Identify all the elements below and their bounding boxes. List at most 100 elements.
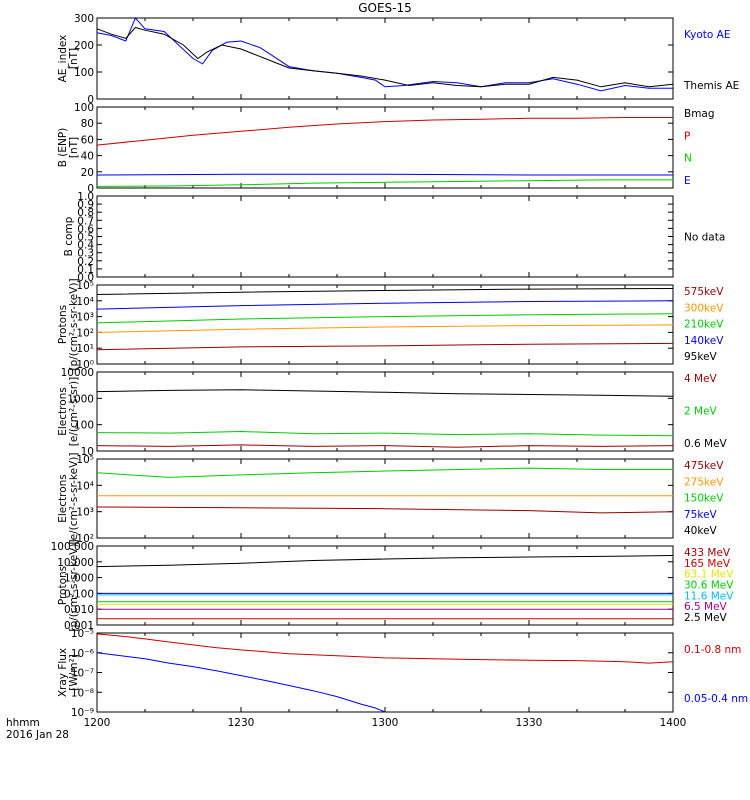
y-tick-label: 100.000 <box>51 541 94 553</box>
y-tick-label: 10⁴ <box>76 480 94 492</box>
y-tick-label: 10⁴ <box>76 296 94 308</box>
y-tick-label: 10³ <box>76 507 94 519</box>
y-tick-label: 0.100 <box>64 588 94 600</box>
y-tick-label: 1.000 <box>64 573 94 585</box>
series-line-p <box>96 117 673 146</box>
legend-entry: 4 MeV <box>684 373 718 385</box>
y-tick-label: 10⁻⁶ <box>71 648 94 660</box>
legend-entry: 2.5 MeV <box>684 612 728 624</box>
y-tick-label: 10² <box>76 533 94 545</box>
panel-2: 0 20 40 60 80 100 B (ENP) [nT] Bmag PNE <box>57 102 715 195</box>
legend-entry: 63.1 MeV <box>684 569 734 581</box>
y-tick-label: 0 <box>87 94 94 106</box>
y-tick-label: 0.1 <box>77 264 94 276</box>
y-tick-label: 10² <box>76 327 94 339</box>
panel-5: 10 100 1000 10000 Electrons [e/(cm²-s-sr)] 4 M… <box>57 367 728 458</box>
panel-frame <box>96 545 674 626</box>
figure-title: GOES-15 <box>358 1 412 15</box>
legend-entry: 6.5 MeV <box>684 601 728 613</box>
panel-frame <box>96 371 674 452</box>
series-line-themis-ae <box>96 26 674 88</box>
series-line-475kev <box>96 506 674 514</box>
x-tick-label: 1230 <box>228 717 255 729</box>
legend-entry: 165 MeV <box>684 558 731 570</box>
panel-3: 0.00.10.20.30.40.50.60.70.80.91.0 B comp N… <box>63 191 725 284</box>
legend-entry: 275keV <box>684 476 724 488</box>
y-axis-label: [e/(cm²-s-sr)] <box>68 377 80 446</box>
panel-frame <box>96 106 674 189</box>
y-tick-label: 0.010 <box>64 604 94 616</box>
legend-entry: 150keV <box>684 493 724 505</box>
y-axis-label: B (ENP) <box>57 128 69 168</box>
series-line-140kev <box>96 300 674 310</box>
y-tick-label: 0.4 <box>77 240 94 252</box>
y-tick-label: 80 <box>81 118 94 130</box>
y-tick-label: 40 <box>81 151 94 163</box>
legend-entry: 575keV <box>684 286 724 298</box>
y-tick-label: 10 <box>81 446 94 458</box>
y-tick-label: 0.2 <box>77 256 94 268</box>
y-axis-label: Protons <box>57 566 69 605</box>
y-tick-label: 10000 <box>61 367 94 379</box>
panel-4: 10⁰ 10¹ 10² 10³ 10⁴ 10⁵ Protons [p/(cm²-s-sr-ke… <box>57 278 724 371</box>
y-tick-label: 100 <box>74 67 94 79</box>
legend-entry: Bmag <box>684 108 715 120</box>
y-axis-label: Protons <box>57 305 69 344</box>
y-axis-label: [p/(cm²-s-sr-keV)] <box>68 539 80 631</box>
panel-7: 0.001 0.010 0.100 1.000 10.000 100.000 Protons… <box>51 539 735 632</box>
legend: 0.1-0.8 nm 0.05-0.4 nm <box>684 644 748 705</box>
y-axis-label: Electrons <box>57 474 69 523</box>
y-tick-label: 10⁵ <box>76 454 94 466</box>
y-tick-label: 60 <box>81 134 94 146</box>
y-axis-label: [W/m²] <box>68 654 80 691</box>
legend: 4 MeV 2 MeV 0.6 MeV <box>684 373 728 450</box>
y-tick-label: 10⁰ <box>76 359 94 371</box>
y-axis-label: [e/(cm²-s-sr-keV)] <box>68 453 80 545</box>
y-tick-label: 10⁻⁵ <box>71 628 94 640</box>
y-tick-label: 20 <box>81 167 94 179</box>
series-line-e <box>96 173 673 176</box>
panel-frame <box>96 284 674 365</box>
y-tick-label: 10.000 <box>57 557 94 569</box>
legend-entry: No data <box>684 232 725 244</box>
y-tick-label: 0.6 <box>77 223 94 235</box>
x-tick-label: 1300 <box>372 717 399 729</box>
legend-entry: N <box>684 153 692 165</box>
panel-1: 0 100 200 300 AE_index [nT] Kyoto AE Themis AE <box>57 13 739 106</box>
series-line-95kev <box>96 288 674 295</box>
y-tick-label: 100 <box>74 102 94 114</box>
y-tick-label: 0.5 <box>77 232 94 244</box>
y-tick-label: 0.001 <box>64 620 94 632</box>
series-line-0-05-0-4-nm <box>96 652 386 713</box>
y-tick-label: 300 <box>74 13 94 25</box>
series-line-150kev <box>96 467 673 478</box>
y-tick-label: 0.3 <box>77 248 94 260</box>
legend-entry: 75keV <box>684 509 718 521</box>
y-tick-label: 10⁻⁷ <box>71 668 94 680</box>
y-tick-label: 0.7 <box>77 215 94 227</box>
legend-entry: 0.1-0.8 nm <box>684 644 741 656</box>
y-axis-label: Xray Flux <box>57 648 69 697</box>
series-line-n <box>96 179 673 187</box>
x-tick-label: 1400 <box>660 717 687 729</box>
legend-entry: 0.6 MeV <box>684 438 728 450</box>
series-line-2-mev <box>96 430 674 437</box>
y-tick-label: 1000 <box>67 393 94 405</box>
series-line-4-mev <box>96 444 674 448</box>
series-line-210kev <box>96 313 674 324</box>
panel-frame <box>96 195 674 278</box>
y-tick-label: 0.8 <box>77 207 94 219</box>
legend-entry: 475keV <box>684 460 724 472</box>
legend-entry: 40keV <box>684 525 718 537</box>
legend-entry: Kyoto AE <box>684 29 730 41</box>
y-axis-label: B comp <box>63 216 75 256</box>
y-tick-label: 0 <box>87 183 94 195</box>
y-axis-label: AE_index <box>57 35 69 83</box>
panel-frame <box>96 632 674 713</box>
y-tick-label: 10⁻⁸ <box>71 687 94 699</box>
y-tick-label: 10¹ <box>76 343 94 355</box>
legend-entry: E <box>684 175 691 187</box>
